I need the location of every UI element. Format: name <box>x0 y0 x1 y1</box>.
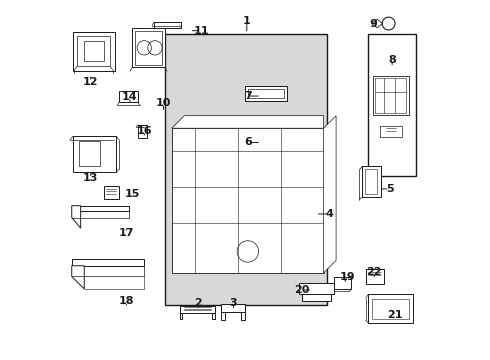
Text: 22: 22 <box>367 267 382 277</box>
Polygon shape <box>72 258 144 266</box>
Polygon shape <box>73 32 115 71</box>
Polygon shape <box>154 22 181 28</box>
Text: 10: 10 <box>156 98 171 108</box>
Text: 9: 9 <box>369 18 377 28</box>
Text: 13: 13 <box>83 173 98 183</box>
Polygon shape <box>220 312 225 320</box>
Bar <box>368 33 416 176</box>
Polygon shape <box>362 166 381 197</box>
Polygon shape <box>245 86 287 101</box>
Polygon shape <box>73 136 117 172</box>
Text: 6: 6 <box>244 138 252 148</box>
Text: 7: 7 <box>244 91 252 101</box>
Polygon shape <box>220 304 245 312</box>
Polygon shape <box>245 172 317 197</box>
Text: 2: 2 <box>194 298 202 308</box>
Polygon shape <box>172 128 323 273</box>
Polygon shape <box>132 28 165 67</box>
Polygon shape <box>72 206 81 228</box>
Text: 1: 1 <box>243 16 251 26</box>
Polygon shape <box>334 277 351 289</box>
Text: 19: 19 <box>340 272 356 282</box>
Text: 20: 20 <box>294 285 309 295</box>
Polygon shape <box>180 313 182 319</box>
Text: 14: 14 <box>122 92 138 102</box>
Polygon shape <box>368 294 413 323</box>
Text: 18: 18 <box>119 296 134 306</box>
Polygon shape <box>323 116 336 273</box>
Text: 11: 11 <box>194 26 209 36</box>
Text: 17: 17 <box>119 228 134 238</box>
Polygon shape <box>104 186 119 199</box>
Text: 3: 3 <box>230 298 237 308</box>
Text: 4: 4 <box>325 209 333 219</box>
Polygon shape <box>299 283 334 294</box>
Polygon shape <box>373 76 409 115</box>
Polygon shape <box>138 125 147 138</box>
Polygon shape <box>243 127 288 144</box>
Text: 21: 21 <box>387 310 403 320</box>
Polygon shape <box>180 306 215 313</box>
Polygon shape <box>212 313 215 319</box>
Text: 16: 16 <box>136 126 152 136</box>
Polygon shape <box>372 19 383 28</box>
Polygon shape <box>72 206 129 211</box>
Polygon shape <box>172 116 323 128</box>
Polygon shape <box>302 294 331 301</box>
Text: 12: 12 <box>83 77 98 87</box>
Text: 5: 5 <box>386 184 393 194</box>
Bar <box>165 33 327 305</box>
Polygon shape <box>380 126 402 137</box>
Text: 8: 8 <box>388 55 396 65</box>
Polygon shape <box>241 312 245 320</box>
Polygon shape <box>366 269 384 284</box>
Polygon shape <box>119 91 138 102</box>
Text: 15: 15 <box>125 189 140 199</box>
Polygon shape <box>72 266 84 289</box>
